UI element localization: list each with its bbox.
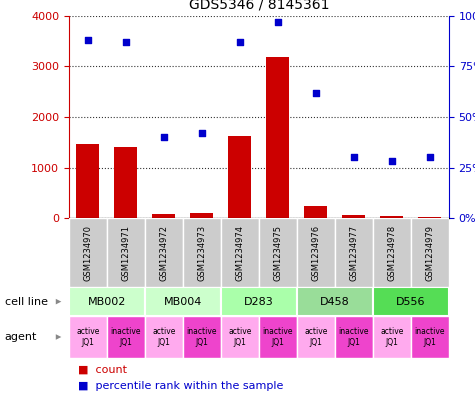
Text: GSM1234974: GSM1234974 [236, 224, 244, 281]
Bar [145, 316, 183, 358]
Bar [418, 217, 441, 218]
Bar [373, 316, 411, 358]
Bar [373, 218, 411, 287]
Point [426, 154, 434, 160]
Bar [297, 218, 335, 287]
Text: MB002: MB002 [88, 297, 126, 307]
Bar [145, 287, 221, 316]
Text: ■  percentile rank within the sample: ■ percentile rank within the sample [78, 381, 284, 391]
Point [236, 39, 244, 45]
Bar [342, 215, 365, 218]
Text: cell line: cell line [5, 297, 48, 307]
Text: ■  count: ■ count [78, 365, 127, 375]
Bar [335, 316, 373, 358]
Bar [297, 287, 373, 316]
Text: GSM1234979: GSM1234979 [426, 224, 434, 281]
Text: GSM1234978: GSM1234978 [388, 224, 396, 281]
Text: inactive
JQ1: inactive JQ1 [263, 327, 293, 347]
Text: agent: agent [5, 332, 37, 342]
Bar [76, 144, 99, 218]
Point [160, 134, 168, 140]
Bar [190, 213, 213, 218]
Point [350, 154, 358, 160]
Bar [259, 316, 297, 358]
Point [274, 18, 282, 25]
Text: GSM1234975: GSM1234975 [274, 224, 282, 281]
Text: GSM1234973: GSM1234973 [198, 224, 206, 281]
Bar [221, 287, 297, 316]
Bar [304, 206, 327, 218]
Point [312, 90, 320, 96]
Bar [221, 218, 259, 287]
Bar [259, 218, 297, 287]
Text: GSM1234971: GSM1234971 [122, 224, 130, 281]
Bar [297, 316, 335, 358]
Bar [373, 287, 449, 316]
Text: inactive
JQ1: inactive JQ1 [339, 327, 369, 347]
Text: GSM1234977: GSM1234977 [350, 224, 358, 281]
Bar [107, 218, 145, 287]
Text: inactive
JQ1: inactive JQ1 [187, 327, 217, 347]
Bar [69, 287, 145, 316]
Bar [69, 218, 107, 287]
Bar [107, 316, 145, 358]
Text: D458: D458 [320, 297, 350, 307]
Bar [266, 57, 289, 218]
Text: active
JQ1: active JQ1 [304, 327, 328, 347]
Point [198, 130, 206, 136]
Point [122, 39, 130, 45]
Text: D556: D556 [396, 297, 426, 307]
Bar [411, 218, 449, 287]
Text: active
JQ1: active JQ1 [152, 327, 176, 347]
Bar [145, 218, 183, 287]
Text: inactive
JQ1: inactive JQ1 [415, 327, 445, 347]
Text: active
JQ1: active JQ1 [76, 327, 100, 347]
Bar [228, 136, 251, 218]
Text: active
JQ1: active JQ1 [228, 327, 252, 347]
Text: GSM1234970: GSM1234970 [84, 224, 92, 281]
Bar [380, 216, 403, 218]
Point [84, 37, 92, 43]
Bar [221, 316, 259, 358]
Text: inactive
JQ1: inactive JQ1 [111, 327, 141, 347]
Text: GSM1234976: GSM1234976 [312, 224, 320, 281]
Bar [335, 218, 373, 287]
Bar [152, 214, 175, 218]
Text: GSM1234972: GSM1234972 [160, 224, 168, 281]
Text: MB004: MB004 [164, 297, 202, 307]
Bar [183, 218, 221, 287]
Bar [69, 316, 107, 358]
Bar [411, 316, 449, 358]
Point [388, 158, 396, 165]
Bar [183, 316, 221, 358]
Text: D283: D283 [244, 297, 274, 307]
Title: GDS5346 / 8145361: GDS5346 / 8145361 [189, 0, 329, 12]
Text: active
JQ1: active JQ1 [380, 327, 404, 347]
Bar [114, 147, 137, 218]
